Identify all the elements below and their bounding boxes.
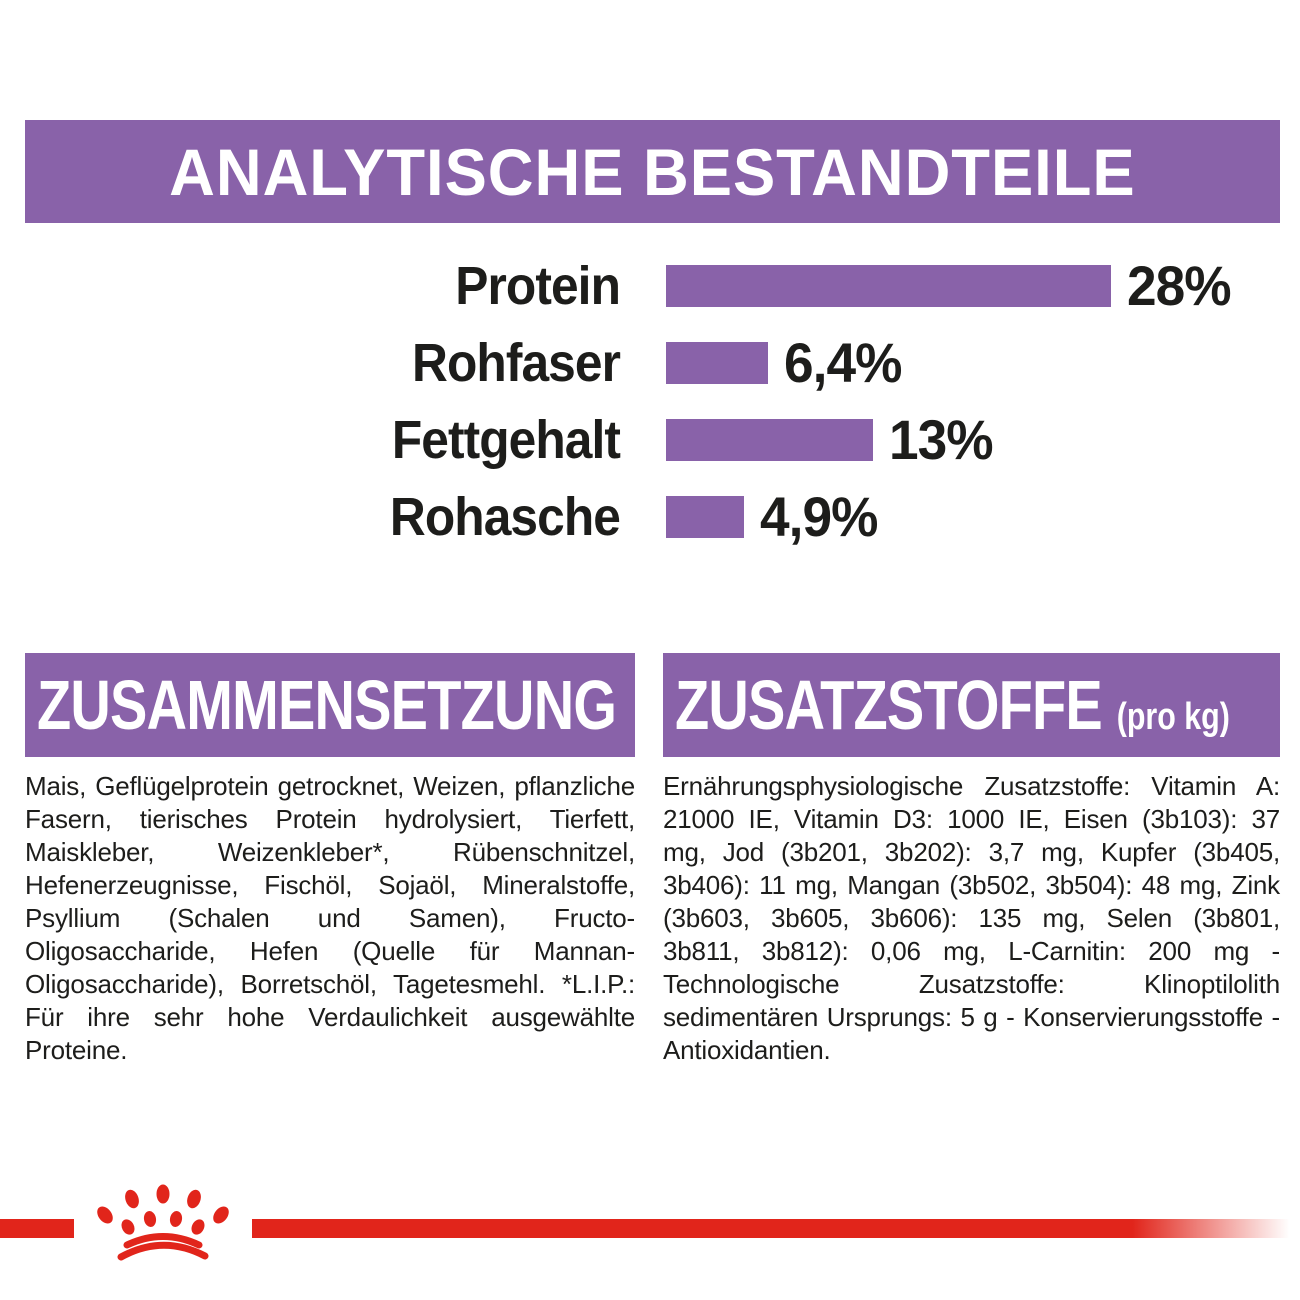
additives-title: ZUSATZSTOFFE (pro kg) — [675, 665, 1230, 745]
chart-bar — [666, 341, 768, 384]
composition-header: ZUSAMMENSETZUNG — [25, 653, 635, 757]
chart-row-rohfaser: Rohfaser 6,4% — [0, 324, 1300, 401]
additives-title-suffix: (pro kg) — [1116, 696, 1230, 738]
additives-title-main: ZUSATZSTOFFE — [675, 666, 1103, 744]
chart-bar — [666, 495, 744, 538]
chart-label: Rohasche — [389, 486, 621, 547]
chart-value: 4,9% — [760, 485, 878, 548]
chart-bar — [666, 264, 1111, 307]
chart-label: Fettgehalt — [391, 409, 621, 470]
additives-section: ZUSATZSTOFFE (pro kg) Ernährungsphysiolo… — [663, 653, 1280, 1067]
composition-title: ZUSAMMENSETZUNG — [37, 666, 617, 744]
chart-value: 13% — [889, 408, 994, 471]
brand-stripe-right — [252, 1219, 1300, 1238]
chart-row-fettgehalt: Fettgehalt 13% — [0, 401, 1300, 478]
additives-header: ZUSATZSTOFFE (pro kg) — [663, 653, 1280, 757]
chart-bar — [666, 418, 873, 461]
page-title: ANALYTISCHE BESTANDTEILE — [169, 134, 1136, 209]
chart-row-rohasche: Rohasche 4,9% — [0, 478, 1300, 555]
additives-text: Ernährungsphysiologische Zusatzstoffe: V… — [663, 771, 1280, 1065]
chart-value: 28% — [1127, 254, 1232, 317]
chart-value: 6,4% — [784, 331, 902, 394]
composition-text: Mais, Geflügelprotein getrocknet, Weizen… — [25, 771, 635, 1065]
chart-label: Protein — [455, 255, 621, 316]
analytical-components-chart: Protein 28% Rohfaser 6,4% Fettgehalt 13%… — [0, 247, 1300, 555]
brand-stripe-left — [0, 1219, 74, 1238]
composition-section: ZUSAMMENSETZUNG Mais, Geflügelprotein ge… — [25, 653, 635, 1067]
info-sections: ZUSAMMENSETZUNG Mais, Geflügelprotein ge… — [25, 653, 1280, 1067]
royal-canin-crown-icon — [97, 1184, 229, 1261]
chart-row-protein: Protein 28% — [0, 247, 1300, 324]
analytical-components-banner: ANALYTISCHE BESTANDTEILE — [25, 120, 1280, 223]
chart-label: Rohfaser — [412, 332, 621, 393]
